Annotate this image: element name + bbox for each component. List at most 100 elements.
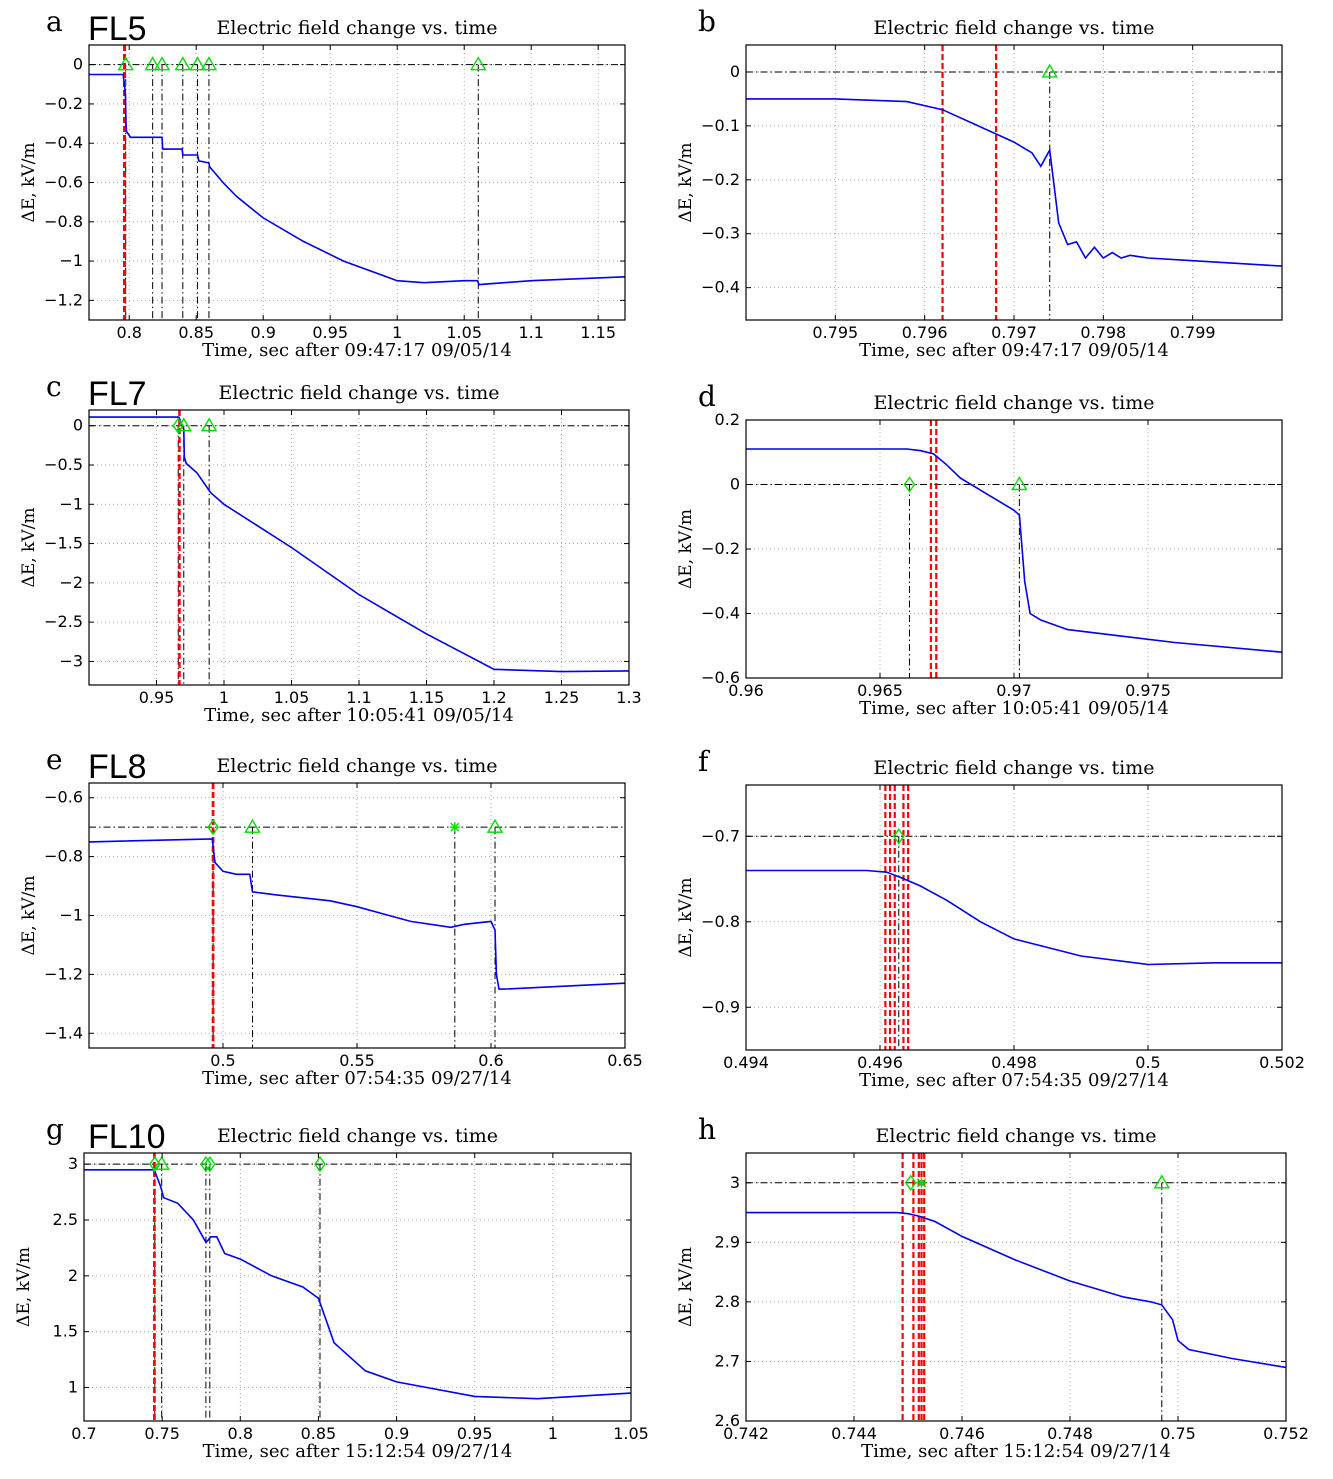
x-tick-label: 0.975 <box>1125 681 1171 700</box>
signal-line <box>88 838 626 990</box>
triangle-marker <box>153 1155 170 1170</box>
diamond-marker <box>892 828 905 845</box>
x-tick-label: 0.744 <box>831 1424 877 1443</box>
y-axis-label: ΔE, kV/m <box>14 1247 34 1327</box>
diamond-marker <box>904 1174 917 1191</box>
y-tick-label: 2.7 <box>715 1351 740 1370</box>
y-tick-label: −0.5 <box>44 455 83 474</box>
flash-label: FL7 <box>88 375 147 413</box>
x-tick-label: 1 <box>548 1424 558 1443</box>
chart-title: Electric field change vs. time <box>219 382 500 404</box>
y-tick-label: −0.6 <box>701 668 740 687</box>
signal-line <box>84 1169 632 1400</box>
diamond-marker <box>148 1155 161 1173</box>
x-tick-label: 1 <box>219 688 229 707</box>
panel-a: 0.8 0.85 0.9 0.95 1 1.05 1.1 1.15 −1.2 −1 −0.8 −0.6… <box>19 5 626 361</box>
x-tick-label: 0.796 <box>902 323 948 342</box>
y-axis-label: ΔE, kV/m <box>676 143 696 223</box>
triangle-marker <box>1011 476 1028 491</box>
x-tick-label: 0.496 <box>857 1053 903 1072</box>
chart-title: Electric field change vs. time <box>874 392 1155 414</box>
x-tick-label: 0.494 <box>723 1053 769 1072</box>
x-tick-label: 0.65 <box>607 1051 643 1070</box>
y-tick-label: −0.8 <box>44 212 83 231</box>
x-tick-label: 0.55 <box>339 1051 375 1070</box>
x-tick-label: 1.25 <box>544 688 580 707</box>
x-tick-label: 0.795 <box>812 323 858 342</box>
x-tick-label: 0.95 <box>457 1424 493 1443</box>
x-tick-label: 1.1 <box>346 688 371 707</box>
x-axis-label: Time, sec after 10:05:41 09/05/14 <box>859 698 1169 719</box>
triangle-marker <box>244 818 261 833</box>
y-tick-label: 1 <box>68 1378 78 1397</box>
y-tick-label: −2 <box>59 573 83 592</box>
x-tick-label: 0.95 <box>312 323 348 342</box>
panel-e: 0.5 0.55 0.6 0.65 −1.4 −1.2 −1 −0.8 −0.6 Electric… <box>19 743 643 1089</box>
y-axis-label: ΔE, kV/m <box>19 508 39 588</box>
x-tick-label: 0.9 <box>384 1424 409 1443</box>
y-tick-label: −0.4 <box>701 278 740 297</box>
x-axis-label: Time, sec after 15:12:54 09/27/14 <box>203 1441 513 1462</box>
panel-letter: g <box>46 1113 64 1146</box>
y-tick-label: −0.7 <box>701 826 740 845</box>
diamond-marker <box>314 1155 326 1173</box>
panel-g: 0.7 0.75 0.8 0.85 0.9 0.95 1 1.05 1 1.5 2 2.5 3 Elect… <box>14 1113 649 1462</box>
chart-title: Electric field change vs. time <box>876 1125 1157 1147</box>
chart-title: Electric field change vs. time <box>217 1125 498 1147</box>
x-tick-label: 1.05 <box>613 1424 649 1443</box>
diamond-marker <box>203 1155 216 1173</box>
x-tick-label: 1.2 <box>481 688 506 707</box>
diamond-marker <box>200 1155 212 1173</box>
y-tick-label: −0.9 <box>701 997 740 1016</box>
x-tick-label: 0.5 <box>1135 1053 1160 1072</box>
y-tick-label: −0.4 <box>701 604 740 623</box>
y-tick-label: −1.2 <box>44 964 83 983</box>
y-tick-label: −2.5 <box>44 612 83 631</box>
x-tick-label: 0.96 <box>728 681 764 700</box>
x-tick-label: 0.752 <box>1263 1424 1309 1443</box>
x-tick-label: 0.502 <box>1259 1053 1305 1072</box>
y-tick-label: −1 <box>59 494 83 513</box>
x-tick-label: 0.798 <box>1080 323 1126 342</box>
plot-frame <box>88 409 630 686</box>
y-axis-label: ΔE, kV/m <box>19 876 39 956</box>
triangle-marker <box>486 818 504 833</box>
x-tick-label: 1.15 <box>580 323 616 342</box>
diamond-marker <box>207 818 219 836</box>
signal-line <box>89 416 630 673</box>
panel-letter: e <box>46 743 63 776</box>
x-tick-label: 1.05 <box>446 323 482 342</box>
x-axis-label: Time, sec after 15:12:54 09/27/14 <box>861 1441 1171 1462</box>
x-tick-label: 1 <box>392 323 402 342</box>
x-axis-label: Time, sec after 09:47:17 09/05/14 <box>859 340 1169 361</box>
x-tick-label: 0.6 <box>478 1051 503 1070</box>
chart-title: Electric field change vs. time <box>217 755 498 777</box>
triangle-marker <box>144 56 161 71</box>
y-tick-label: −0.6 <box>44 173 83 192</box>
y-tick-label: 2.5 <box>53 1210 78 1229</box>
triangle-marker <box>1041 63 1058 78</box>
triangle-marker <box>470 56 487 71</box>
triangle-marker <box>189 56 206 71</box>
triangle-marker <box>153 56 171 71</box>
y-tick-label: 0 <box>73 416 83 435</box>
y-tick-label: 0.2 <box>715 410 740 429</box>
star-marker <box>449 822 460 833</box>
panel-letter: b <box>698 5 716 38</box>
triangle-marker <box>1153 1174 1171 1189</box>
triangle-marker <box>200 417 218 432</box>
signal-line <box>746 98 1283 267</box>
x-tick-label: 0.746 <box>939 1424 985 1443</box>
panel-letter: d <box>698 380 716 413</box>
panel-c: 0.95 1 1.05 1.1 1.15 1.2 1.25 1.3 −3 −2.5 −2 −1.5 −1… <box>19 370 642 726</box>
panel-letter: f <box>698 745 711 778</box>
x-tick-label: 1.05 <box>274 688 310 707</box>
flash-label: FL5 <box>88 10 147 48</box>
x-tick-label: 0.85 <box>178 323 214 342</box>
x-tick-label: 1.1 <box>518 323 543 342</box>
panel-letter: a <box>46 5 63 38</box>
y-tick-label: −1.5 <box>44 534 83 553</box>
signal-line <box>746 1211 1287 1369</box>
y-tick-label: 2.6 <box>715 1411 740 1430</box>
x-tick-label: 0.748 <box>1047 1424 1093 1443</box>
